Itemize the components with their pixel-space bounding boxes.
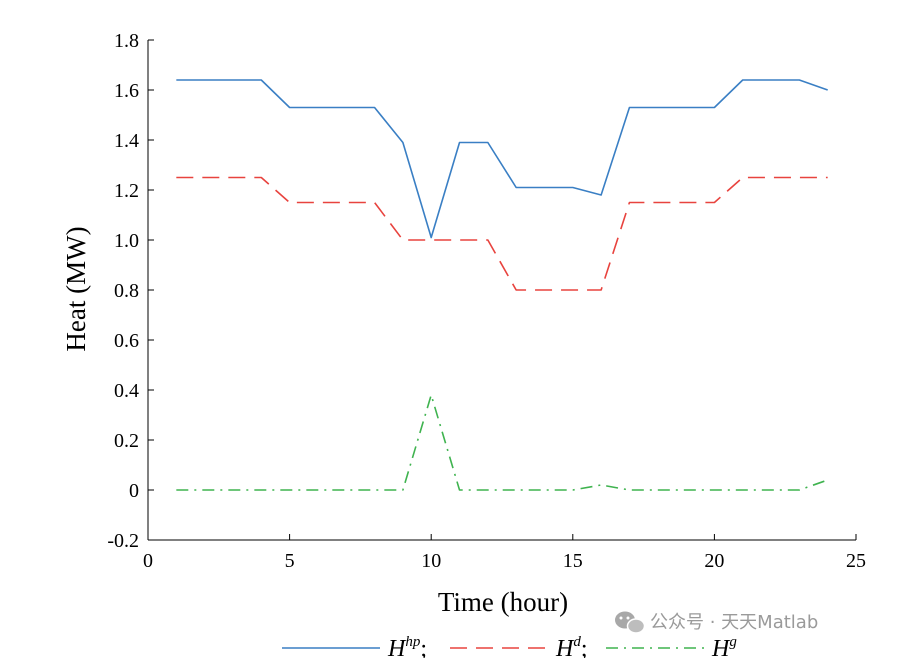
series-line-hp [176,79,828,239]
series-line-g [176,394,828,491]
y-tick-label: 0.2 [114,430,139,452]
legend-label-base: H [387,636,407,658]
axes [147,39,857,541]
legend-label-superscript: hp [405,634,421,650]
y-tick-label: 0 [129,480,139,502]
x-tick-label: 15 [563,550,583,572]
legend-label-superscript: d [573,634,581,650]
x-axis-title: Time (hour) [438,587,568,617]
y-tick-label: 0.4 [114,380,139,402]
legend-label-g: Hg [711,634,737,658]
x-tick-label: 0 [143,550,153,572]
legend-separator: ; [581,636,588,658]
legend-separator: ; [420,636,427,658]
watermark-text: 公众号 · 天天Matlab [650,612,818,633]
y-tick-label: 1.8 [114,30,139,52]
legend-label-hp: Hhp; [387,634,427,658]
y-tick-label: 1.0 [114,230,139,252]
tick-labels: 0 5 10 15 20 25-0.200.20.40.60.81.01.21.41.61… [107,30,866,572]
x-tick-label: 5 [285,550,295,572]
legend-label-d: Hd; [555,634,588,658]
plot-area [176,79,828,491]
y-tick-label: 1.6 [114,80,139,102]
y-tick-label: 1.2 [114,180,139,202]
legend-label-superscript: g [729,634,737,650]
y-tick-label: 0.8 [114,280,139,302]
y-tick-label: 0.6 [114,330,139,352]
legend-label-base: H [555,636,575,658]
legend: Hhp; Hd; Hg [282,634,737,658]
y-tick-label: -0.2 [107,530,139,552]
x-tick-label: 25 [846,550,866,572]
wechat-icon [615,611,646,634]
x-tick-label: 10 [421,550,441,572]
series-line-d [176,176,828,291]
legend-label-base: H [711,636,731,658]
watermark: 公众号 · 天天Matlab [615,611,818,634]
x-tick-label: 20 [704,550,724,572]
y-axis-title: Heat (MW) [61,226,91,351]
y-tick-label: 1.4 [114,130,139,152]
